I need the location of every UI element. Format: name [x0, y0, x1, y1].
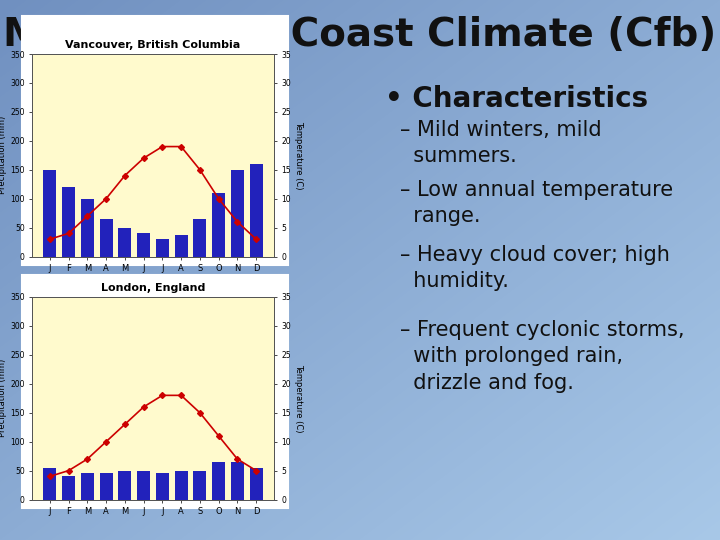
- Bar: [118, 227, 132, 256]
- Bar: [43, 468, 56, 500]
- Text: – Low annual temperature
  range.: – Low annual temperature range.: [400, 180, 673, 226]
- Y-axis label: Precipitation (mm): Precipitation (mm): [0, 116, 7, 194]
- Bar: [62, 187, 75, 256]
- Bar: [231, 462, 244, 500]
- Bar: [156, 239, 169, 256]
- Bar: [250, 468, 263, 500]
- Y-axis label: Temperature (C): Temperature (C): [294, 364, 303, 433]
- Bar: [174, 470, 188, 500]
- Y-axis label: Precipitation (mm): Precipitation (mm): [0, 359, 7, 437]
- Bar: [62, 476, 75, 500]
- Bar: [81, 199, 94, 256]
- Title: Vancouver, British Columbia: Vancouver, British Columbia: [66, 40, 240, 50]
- Bar: [118, 470, 132, 500]
- Bar: [231, 170, 244, 256]
- Bar: [99, 474, 113, 500]
- Bar: [137, 470, 150, 500]
- Text: Marine West Coast Climate (Cfb): Marine West Coast Climate (Cfb): [4, 16, 716, 54]
- Bar: [137, 233, 150, 256]
- Bar: [250, 164, 263, 256]
- Bar: [174, 234, 188, 256]
- Text: – Frequent cyclonic storms,
  with prolonged rain,
  drizzle and fog.: – Frequent cyclonic storms, with prolong…: [400, 320, 685, 393]
- Bar: [99, 219, 113, 256]
- Title: London, England: London, England: [101, 284, 205, 293]
- Bar: [193, 219, 207, 256]
- Bar: [156, 474, 169, 500]
- Bar: [81, 474, 94, 500]
- Bar: [43, 170, 56, 256]
- Bar: [212, 462, 225, 500]
- Y-axis label: Temperature (C): Temperature (C): [294, 121, 303, 190]
- Bar: [212, 193, 225, 256]
- Text: • Characteristics: • Characteristics: [385, 85, 648, 113]
- Text: – Heavy cloud cover; high
  humidity.: – Heavy cloud cover; high humidity.: [400, 245, 670, 292]
- Text: – Mild winters, mild
  summers.: – Mild winters, mild summers.: [400, 120, 602, 166]
- Bar: [193, 470, 207, 500]
